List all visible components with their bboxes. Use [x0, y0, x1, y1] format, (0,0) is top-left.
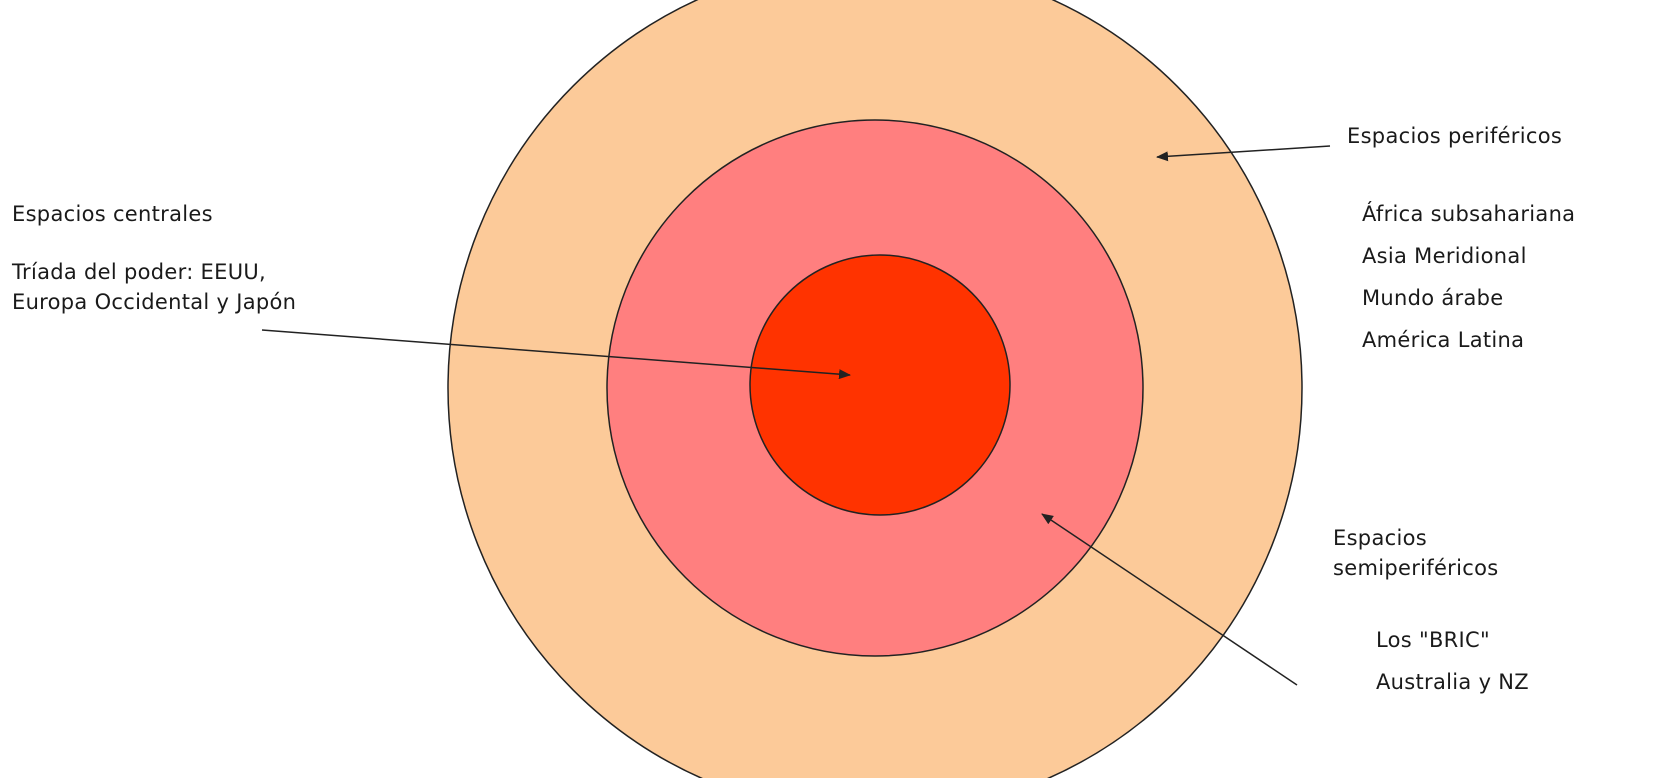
central-arrow: [261, 329, 851, 380]
semiperipheral-title-line-2: semiperiféricos: [1333, 556, 1499, 580]
peripheral-item: Asia Meridional: [1362, 244, 1527, 268]
peripheral-item: Mundo árabe: [1362, 286, 1504, 310]
peripheral-item: América Latina: [1362, 328, 1525, 352]
semiperipheral-item: Los "BRIC": [1376, 628, 1490, 652]
peripheral-list: África subsahariana Asia Meridional Mund…: [1362, 200, 1575, 368]
core-circle: [749, 254, 1011, 516]
semiperipheral-item: Australia y NZ: [1376, 670, 1529, 694]
peripheral-item: África subsahariana: [1362, 202, 1576, 226]
peripheral-arrow: [1156, 145, 1331, 162]
peripheral-title: Espacios periféricos: [1347, 124, 1563, 148]
central-title: Espacios centrales: [12, 202, 213, 226]
semiperipheral-arrow: [1041, 513, 1298, 686]
central-line-1: Tríada del poder: EEUU,: [12, 260, 267, 284]
central-line-2: Europa Occidental y Japón: [12, 290, 297, 314]
semiperipheral-title-line-1: Espacios: [1333, 526, 1427, 550]
semiperipheral-list: Los "BRIC" Australia y NZ: [1376, 626, 1529, 710]
